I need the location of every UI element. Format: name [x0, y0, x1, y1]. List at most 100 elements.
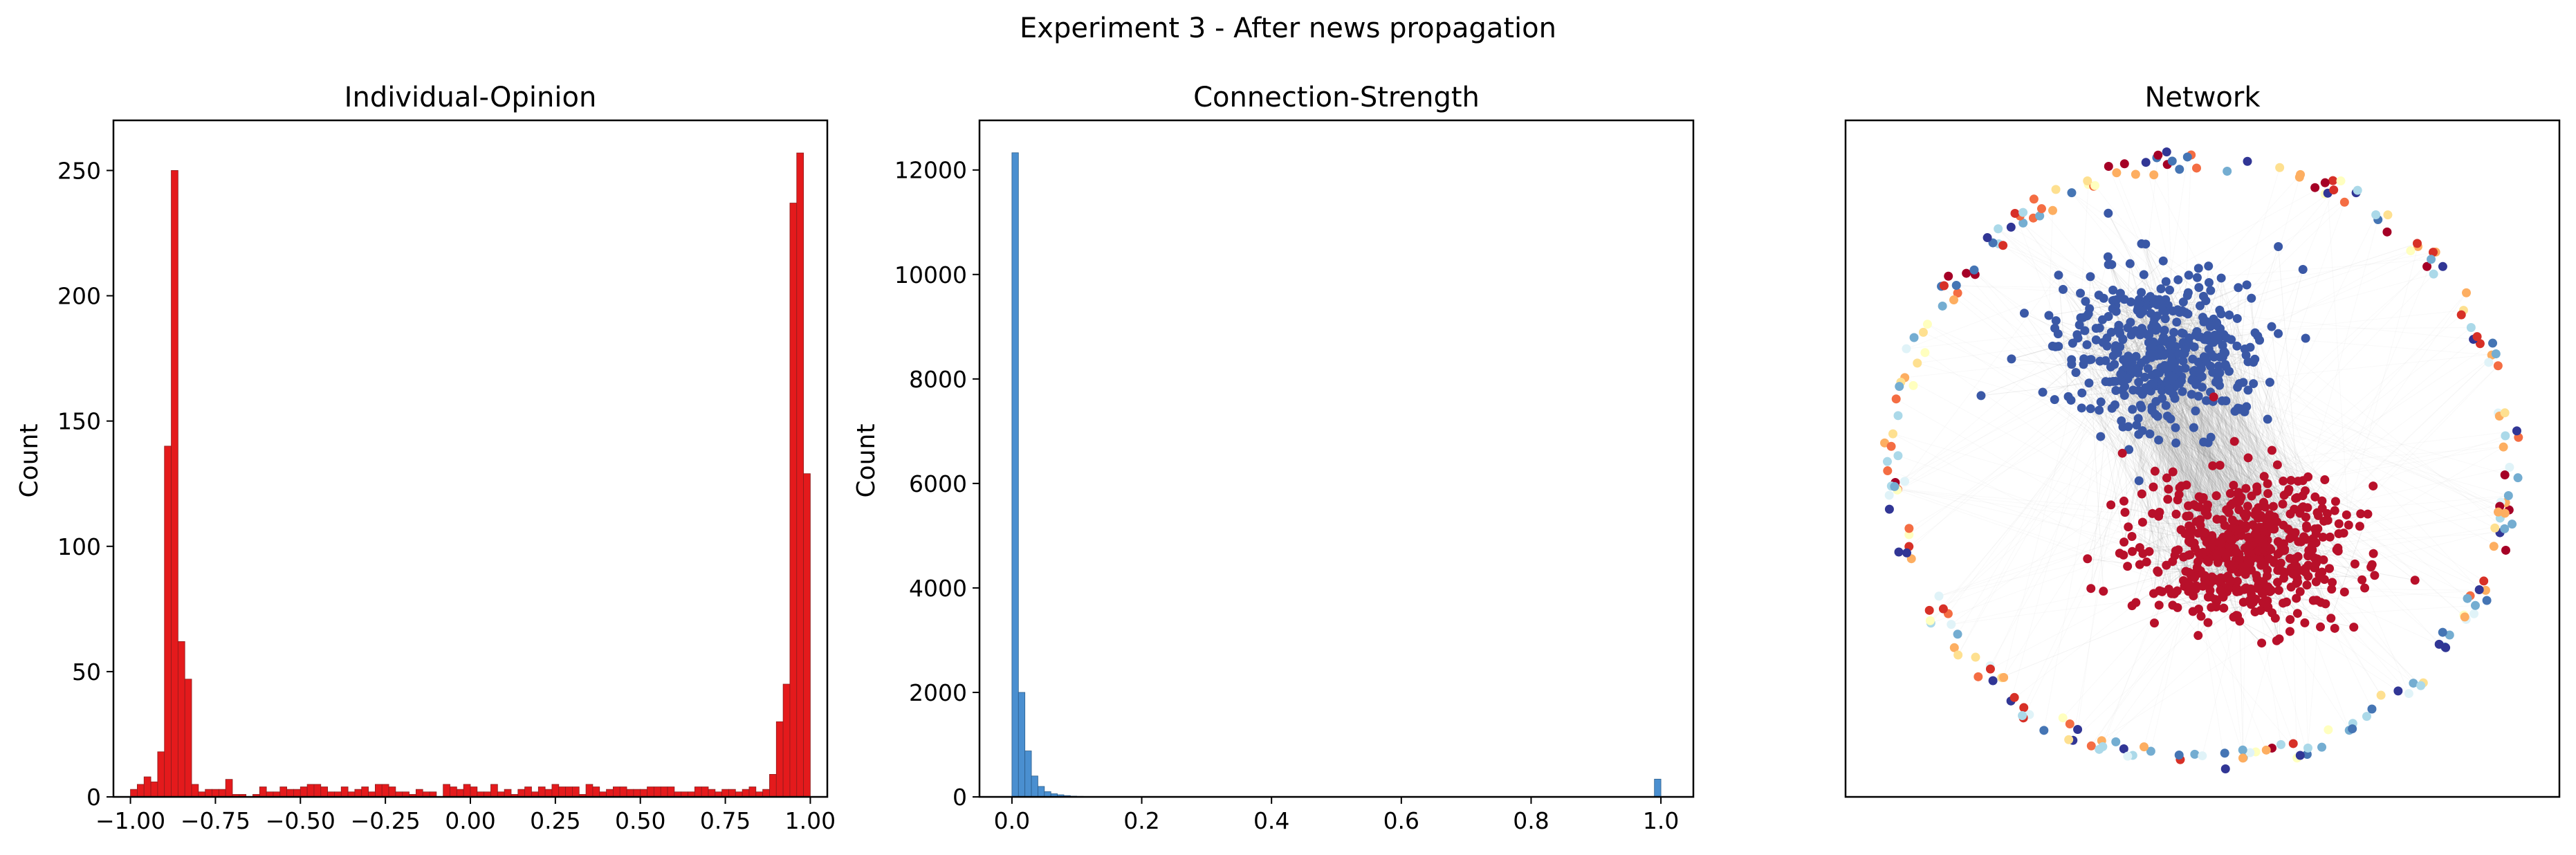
network-node [1934, 591, 1944, 601]
network-title: Network [2144, 82, 2261, 113]
network-node [2274, 634, 2284, 644]
network-node [2176, 525, 2186, 535]
network-node [2108, 304, 2117, 313]
network-node [1890, 481, 1899, 491]
network-edge [2131, 275, 2189, 366]
opinion-bar [748, 787, 757, 798]
network-node [2324, 725, 2333, 735]
opinion-bar [177, 641, 185, 798]
network-edge [2081, 392, 2185, 587]
network-edge [2327, 193, 2349, 526]
opinion-bar [191, 784, 199, 798]
network-edge [2196, 384, 2519, 479]
network-edge [1974, 269, 2238, 504]
network-edge [1987, 237, 2225, 335]
network-edge [2139, 564, 2301, 756]
opinion-ytick-label: 0 [86, 784, 101, 811]
network-node [2261, 745, 2271, 755]
network-node [2475, 339, 2485, 349]
network-edge [2164, 368, 2299, 582]
network-node [2188, 374, 2198, 384]
network-node [2203, 500, 2213, 510]
network-node [2279, 539, 2288, 549]
network-node [2261, 502, 2270, 512]
network-node [2151, 410, 2160, 419]
network-edge [1938, 504, 2194, 597]
network-edge [2120, 374, 2214, 543]
network-node [2210, 331, 2220, 340]
network-node [2086, 741, 2096, 751]
network-edge [2136, 369, 2416, 581]
network-edge [2242, 507, 2308, 751]
network-node [2183, 309, 2193, 319]
network-node [2298, 476, 2308, 486]
network-edge [2220, 313, 2345, 593]
network-node [2196, 301, 2205, 311]
network-node [2160, 326, 2169, 335]
network-node [2501, 431, 2510, 441]
network-node [2232, 576, 2242, 586]
network-node [1883, 466, 1893, 476]
strength-ytick-label: 12000 [894, 157, 967, 184]
network-node [2134, 476, 2144, 486]
network-edge [2289, 558, 2409, 694]
network-node [2243, 502, 2252, 511]
network-node [2363, 509, 2373, 519]
opinion-bar [375, 784, 383, 798]
network-node [2242, 280, 2252, 290]
network-node [2156, 363, 2166, 373]
network-node [2246, 584, 2256, 594]
network-node [2111, 385, 2121, 395]
network-node [2178, 387, 2187, 396]
network-edge [2102, 596, 2211, 747]
network-node [2293, 577, 2303, 587]
network-node [2164, 484, 2173, 494]
opinion-ytick-label: 100 [57, 533, 101, 560]
network-node [2106, 362, 2115, 371]
network-edge [2122, 243, 2418, 340]
opinion-xtick-label: −0.50 [266, 807, 335, 834]
network-node [2131, 169, 2140, 179]
network-node [2160, 314, 2170, 324]
network-node [2257, 638, 2267, 648]
network-node [2193, 264, 2203, 273]
network-node [2161, 295, 2171, 304]
network-node [2064, 735, 2074, 744]
network-node [2508, 520, 2517, 529]
opinion-xtick-label: 0.00 [445, 807, 495, 834]
network-node [2241, 523, 2251, 533]
network-edge [1957, 408, 2091, 635]
network-edge [2126, 378, 2241, 502]
network-node [2279, 476, 2288, 486]
network-node [2428, 248, 2438, 257]
network-node [2269, 558, 2279, 567]
network-node [2173, 305, 2182, 315]
strength-xtick-label: 0.4 [1253, 807, 1289, 834]
network-node [2482, 596, 2492, 605]
network-node [2118, 335, 2128, 344]
network-node [2232, 341, 2242, 351]
strength-histogram-title: Connection-Strength [1193, 82, 1480, 113]
opinion-bar [504, 789, 512, 798]
network-edge [2193, 370, 2235, 549]
network-node [1925, 616, 1935, 625]
opinion-bar [613, 787, 620, 798]
opinion-bar [157, 751, 165, 798]
network-node [2029, 194, 2039, 204]
network-node [2159, 336, 2169, 346]
network-edge [2243, 382, 2292, 481]
network-edge [2023, 405, 2166, 708]
network-edge [2168, 374, 2250, 545]
network-node [2153, 300, 2162, 310]
opinion-ytick-label: 250 [57, 157, 101, 184]
network-node [2128, 546, 2137, 556]
network-node [2119, 744, 2128, 753]
network-node [2106, 500, 2116, 510]
network-node [2310, 492, 2320, 502]
network-node [2207, 541, 2217, 551]
network-edge [2258, 292, 2467, 533]
network-node [2194, 283, 2204, 293]
network-node [2318, 532, 2328, 542]
network-node [2153, 567, 2163, 577]
network-node [2084, 378, 2094, 388]
